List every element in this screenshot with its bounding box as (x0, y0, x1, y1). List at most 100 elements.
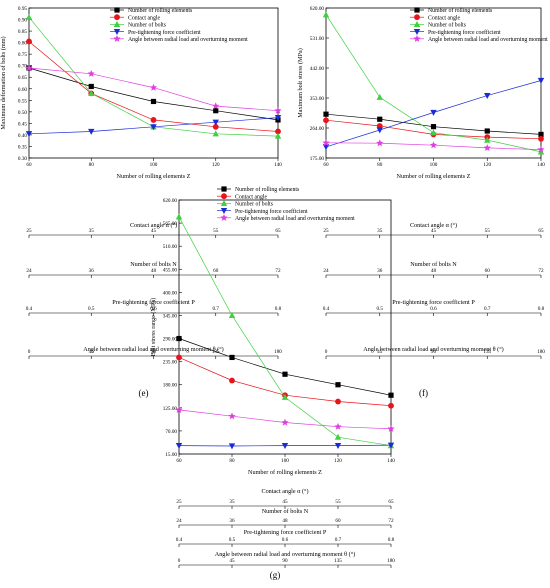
chart-e-y-tick-label: 0.85 (18, 29, 27, 35)
chart-e-data-point (212, 123, 219, 130)
chart-f-data-point (323, 111, 329, 117)
chart-g-legend-marker (220, 208, 228, 214)
chart-g-data-point (281, 393, 289, 400)
chart-g-x-axis-label: Pre-tightening force coefficient P (244, 529, 327, 536)
chart-f-x-tick-label: 36 (377, 268, 383, 274)
chart-f-legend-label: Angle between radial load and overturnin… (428, 37, 548, 43)
chart-g-x-tick-label: 60 (176, 458, 182, 464)
chart-g-data-point (175, 406, 183, 413)
chart-f-x-axis-label: Number of bolts N (410, 261, 457, 268)
chart-g-x-tick-label: 36 (229, 518, 235, 524)
chart-g-x-tick-label: 65 (388, 499, 394, 505)
chart-g-x-tick-label: 0.8 (388, 537, 395, 543)
chart-e-data-point (213, 108, 219, 114)
chart-g-x-tick-label: 35 (229, 499, 235, 505)
chart-g-x-tick-label: 135 (334, 558, 342, 564)
chart-e-x-tick-label: 60 (26, 162, 32, 168)
chart-f-data-point (537, 77, 545, 84)
chart-e-y-tick-label: 0.75 (18, 52, 27, 58)
chart-f-y-tick-label: 620.00 (310, 6, 325, 12)
chart-g-y-tick-label: 125.00 (163, 406, 178, 412)
chart-f-x-tick-label: 100 (430, 162, 438, 168)
chart-g-y-tick-label: 565.00 (163, 221, 178, 227)
chart-g-y-tick-label: 455.00 (163, 267, 178, 273)
chart-g-x-axis-label: Number of bolts N (262, 508, 309, 515)
chart-f-legend-label: Pre-tightening force coefficient (428, 29, 501, 36)
chart-f-data-point (483, 144, 491, 151)
chart-f-data-point (538, 131, 544, 138)
chart-e-series-line (28, 67, 279, 121)
chart-e-x-tick-label: 25 (26, 228, 32, 234)
chart-f-legend-marker (413, 21, 421, 27)
chart-f-data-point (376, 139, 384, 147)
chart-e-legend-marker (113, 29, 121, 35)
chart-e-data-point (150, 117, 157, 123)
chart-g-legend-label: Number of bolts (235, 201, 274, 208)
chart-e-x-tick-label: 65 (275, 228, 281, 234)
chart-f-data-point (430, 124, 437, 130)
chart-f-x-tick-label: 0.6 (430, 306, 437, 312)
chart-f-data-point (322, 139, 330, 146)
chart-f-data-point (376, 93, 383, 100)
chart-g-x-tick-label: 120 (334, 458, 342, 464)
chart-e-x-tick-label: 180 (274, 349, 282, 355)
chart-e-data-point (274, 115, 282, 122)
chart-e-y-tick-label: 0.40 (18, 133, 27, 139)
chart-e-x-tick-label: 60 (213, 268, 219, 274)
chart-f-x-tick-label: 60 (485, 268, 491, 274)
chart-f-y-tick-label: 353.00 (310, 96, 325, 102)
chart-f-x-tick-label: 25 (323, 228, 329, 234)
chart-f-data-point (377, 116, 383, 122)
chart-g-y-tick-label: 180.00 (163, 383, 178, 389)
chart-e-legend-marker (113, 21, 121, 27)
chart-g-x-tick-label: 80 (229, 458, 235, 464)
chart-f-panel-label: (f) (419, 388, 428, 398)
chart-g-data-point (387, 442, 395, 449)
chart-e-legend-label: Number of bolts (128, 22, 167, 29)
chart-e-data-point (25, 13, 33, 20)
chart-e-x-axis-label: Number of bolts N (130, 261, 177, 268)
chart-g-x-tick-label: 55 (335, 499, 341, 505)
chart-g-data-point (228, 443, 236, 450)
chart-e-x-tick-label: 45 (151, 228, 157, 234)
chart-g-data-point (335, 382, 341, 388)
chart-e-y-tick-label: 0.80 (18, 41, 27, 47)
chart-f-data-point (376, 127, 383, 134)
chart-e-x-tick-label: 80 (89, 162, 95, 168)
chart-e-x-tick-label: 36 (89, 268, 95, 274)
chart-g-panel-label: (g) (270, 570, 281, 580)
chart-e-legend-marker (114, 7, 120, 13)
chart-f-data-point (484, 93, 491, 100)
chart-f-y-tick-label: 442.00 (310, 66, 325, 72)
chart-e-data-point (149, 83, 158, 91)
chart-g-plot-frame (178, 199, 392, 455)
chart-g-legend-label: Contact angle (235, 194, 267, 200)
chart-g-y-tick-label: 290.00 (163, 337, 178, 343)
chart-e-data-point (212, 102, 220, 110)
chart-g-x-tick-label: 45 (282, 499, 288, 505)
chart-g-data-point (387, 425, 395, 432)
chart-e-y-tick-label: 0.35 (18, 144, 27, 150)
chart-e-legend-label: Pre-tightening force coefficient (128, 29, 201, 36)
chart-f-x-tick-label: 0.7 (484, 306, 491, 312)
chart-e-y-tick-label: 0.60 (18, 87, 27, 93)
chart-e-x-tick-label: 90 (151, 349, 157, 355)
chart-g-x-tick-label: 0.4 (176, 537, 183, 543)
chart-f-legend-label: Contact angle (428, 15, 460, 21)
chart-f-x-axis-label: Number of rolling elements Z (397, 173, 471, 180)
chart-g-y-tick-label: 400.00 (163, 290, 178, 296)
chart-f-legend-label: Number of bolts (428, 22, 467, 29)
chart-f-y-tick-label: 531.00 (310, 36, 325, 42)
chart-g-data-point (334, 443, 342, 450)
chart-g-data-point (228, 312, 236, 319)
chart-g-x-tick-label: 0.7 (335, 537, 342, 543)
chart-e-x-tick-label: 0.8 (275, 306, 282, 312)
chart-g-data-point (334, 433, 342, 440)
chart-e-y-tick-label: 0.50 (18, 110, 27, 116)
chart-g-legend-label: Angle between radial load and overturnin… (235, 216, 355, 222)
chart-g-data-point (334, 422, 342, 430)
chart-e-y-tick-label: 0.45 (18, 121, 27, 127)
chart-e-x-tick-label: 140 (274, 162, 282, 168)
chart-e-data-point (26, 38, 32, 45)
chart-e-data-point (212, 130, 219, 137)
